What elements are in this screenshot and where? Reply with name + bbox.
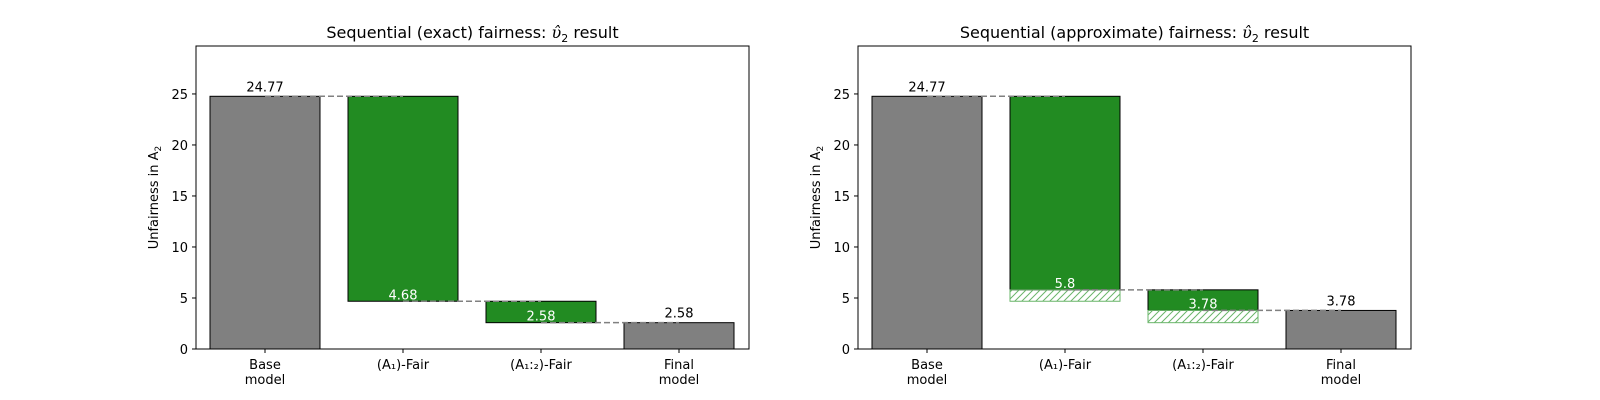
x-tick-label-line2: model [1321,373,1361,388]
data-label-1: 24.77 [908,80,945,95]
y-tick-label: 15 [833,190,850,205]
x-tick-label-line2: model [245,373,285,388]
chart-title: Sequential (approximate) fairness: υ̂2 r… [960,23,1309,45]
y-tick-label: 5 [180,292,188,307]
bar-1 [871,95,983,350]
chart-title-suffix: result [1259,23,1309,42]
bar-4 [623,322,735,350]
x-tick-label: Base [911,358,943,373]
x-tick-label: (A₁:₂)-Fair [1172,358,1234,373]
y-tick-label: 0 [842,343,850,358]
x-tick-label: Final [1326,358,1356,373]
y-axis-label-text: Unfairness in A [809,151,824,249]
chart-title-symbol: υ̂ [552,23,562,42]
data-label-3: 2.58 [527,310,556,325]
data-label-4: 2.58 [665,307,694,322]
data-label-2: 5.8 [1055,277,1076,292]
x-tick-label: (A₁)-Fair [1039,358,1092,373]
x-tick-label-line2: model [907,373,947,388]
chart-title: Sequential (exact) fairness: υ̂2 result [326,23,618,45]
y-tick-label: 25 [171,88,188,103]
y-tick-label: 20 [171,139,188,154]
y-axis-label-subscript: 2 [816,146,826,152]
bar-4 [1285,309,1397,350]
chart-panel-1: Sequential (exact) fairness: υ̂2 resultU… [147,23,750,388]
y-axis-label-text: Unfairness in A [147,151,162,249]
y-axis-label: Unfairness in A2 [147,146,164,250]
bar-1 [209,95,321,350]
x-tick-label: Final [664,358,694,373]
y-axis-label-subscript: 2 [154,146,164,152]
axes-frame [857,45,1412,350]
y-axis-label: Unfairness in A2 [809,146,826,250]
chart-title-prefix: Sequential (exact) fairness: [326,23,551,42]
x-tick-label: (A₁)-Fair [377,358,430,373]
y-tick-label: 10 [171,241,188,256]
chart-panel-2: Sequential (approximate) fairness: υ̂2 r… [809,23,1412,388]
chart-title-symbol: υ̂ [1242,23,1252,42]
chart-title-suffix: result [568,23,618,42]
chart-title-prefix: Sequential (approximate) fairness: [960,23,1242,42]
data-label-1: 24.77 [246,80,283,95]
y-tick-label: 0 [180,343,188,358]
x-tick-label-line2: model [659,373,699,388]
x-tick-label: Base [249,358,281,373]
data-label-3: 3.78 [1189,297,1218,312]
data-label-4: 3.78 [1327,294,1356,309]
bar-2 [1009,95,1121,291]
y-tick-label: 5 [842,292,850,307]
chart-title-subscript: 2 [1252,32,1259,45]
y-tick-label: 10 [833,241,850,256]
bar-2 [347,95,459,302]
chart-title-subscript: 2 [561,32,568,45]
y-tick-label: 20 [833,139,850,154]
x-tick-label: (A₁:₂)-Fair [510,358,572,373]
y-tick-label: 15 [171,190,188,205]
axes-frame [195,45,750,350]
data-label-2: 4.68 [389,288,418,303]
y-tick-label: 25 [833,88,850,103]
